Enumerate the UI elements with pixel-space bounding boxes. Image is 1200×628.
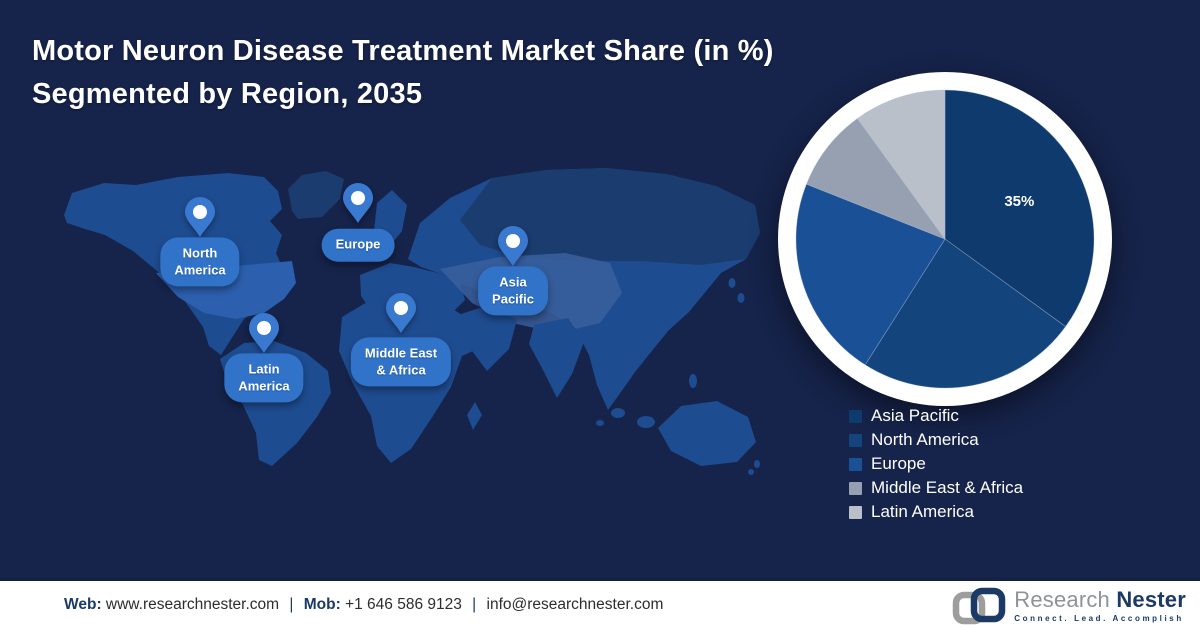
legend-label: North America <box>871 430 979 449</box>
location-pin-icon-north-america <box>185 197 215 237</box>
legend-label: Latin America <box>871 502 974 521</box>
map-pin-label-line: North <box>182 245 218 261</box>
pie-slice-europe <box>795 183 946 366</box>
page-title-line2: Segmented by Region, 2035 <box>32 78 423 110</box>
map-pin-label-line: America <box>238 378 290 393</box>
legend-swatch <box>849 481 862 495</box>
footer-email: info@researchnester.com <box>486 595 664 613</box>
pie-slice-latin-america <box>856 89 946 241</box>
pie-slice-middle-east-africa <box>806 117 946 240</box>
footer-separator-2: | <box>472 595 477 613</box>
map-region-india <box>529 318 584 398</box>
map-pin-label-latin-america: Latin America <box>224 353 304 403</box>
location-pin-icon-middle-east-africa <box>386 293 416 333</box>
map-pin-label-asia-pacific: Asia Pacific <box>478 266 548 316</box>
legend-label: Europe <box>871 454 926 473</box>
legend-swatch <box>849 457 862 471</box>
map-pin-label-line: & Africa <box>376 362 426 377</box>
location-pin-icon-asia-pacific <box>498 226 528 266</box>
map-pin-label-line: Asia <box>499 274 527 290</box>
legend-item-middle-east-africa: Middle East & Africa <box>849 479 1023 497</box>
legend-swatch <box>849 433 862 447</box>
legend-swatch <box>849 409 862 423</box>
brand-logo-icon <box>952 587 1006 625</box>
footer-separator: | <box>289 595 294 613</box>
brand-name: Research Nester <box>1014 589 1186 611</box>
brand-text: Research Nester Connect. Lead. Accomplis… <box>1014 589 1186 623</box>
legend-item-latin-america: Latin America <box>849 503 1023 521</box>
brand-tagline: Connect. Lead. Accomplish <box>1014 614 1184 623</box>
page-title: Motor Neuron Disease Treatment Market Sh… <box>32 30 774 116</box>
page-title-line1: Motor Neuron Disease Treatment Market Sh… <box>32 35 774 67</box>
legend-item-north-america: North America <box>849 431 1023 449</box>
pie-slice-north-america <box>864 238 1067 389</box>
legend-label: Middle East & Africa <box>871 478 1024 497</box>
footer-web-label: Web: <box>64 595 102 613</box>
footer-web-value: www.researchnester.com <box>105 595 280 613</box>
legend-item-asia-pacific: Asia Pacific <box>849 407 1023 425</box>
footer-bar: Web: www.researchnester.com | Mob: +1 64… <box>0 578 1200 628</box>
pie-slice-asia-pacific <box>944 89 1095 328</box>
map-pin-label-line: Latin <box>248 361 280 377</box>
legend-label: Asia Pacific <box>871 406 959 425</box>
brand-name-primary: Research <box>1014 587 1110 612</box>
map-continent-australia <box>658 401 756 466</box>
legend-swatch <box>849 505 862 519</box>
map-region-new-zealand <box>748 460 760 475</box>
pie-chart: 35% <box>778 72 1112 406</box>
footer-mob-label: Mob: <box>303 595 341 613</box>
legend-item-europe: Europe <box>849 455 1023 473</box>
map-region-madagascar <box>467 402 482 430</box>
map-region-arabia <box>458 304 517 371</box>
footer-contacts: Web: www.researchnester.com | Mob: +1 64… <box>64 596 663 614</box>
map-region-siberia <box>460 168 760 265</box>
brand-logo: Research Nester Connect. Lead. Accomplis… <box>952 585 1186 627</box>
map-pin-label-europe: Europe <box>321 228 395 262</box>
location-pin-icon-latin-america <box>249 313 279 353</box>
map-pin-label-north-america: North America <box>160 237 240 287</box>
map-continent-greenland <box>288 171 344 219</box>
pie-data-label: 35% <box>1004 193 1034 210</box>
footer-mob-value: +1 646 586 9123 <box>345 595 462 613</box>
map-pin-label-line: Europe <box>335 236 381 252</box>
map-pin-label-line: America <box>174 262 226 277</box>
map-pin-label-middle-east-africa: Middle East & Africa <box>350 337 452 387</box>
brand-name-secondary: Nester <box>1116 587 1186 612</box>
map-pin-label-line: Pacific <box>492 291 534 306</box>
pie-legend: Asia Pacific North America Europe Middle Ea… <box>849 407 1023 521</box>
location-pin-icon-europe <box>343 183 373 223</box>
map-pin-label-line: Middle East <box>364 345 438 361</box>
